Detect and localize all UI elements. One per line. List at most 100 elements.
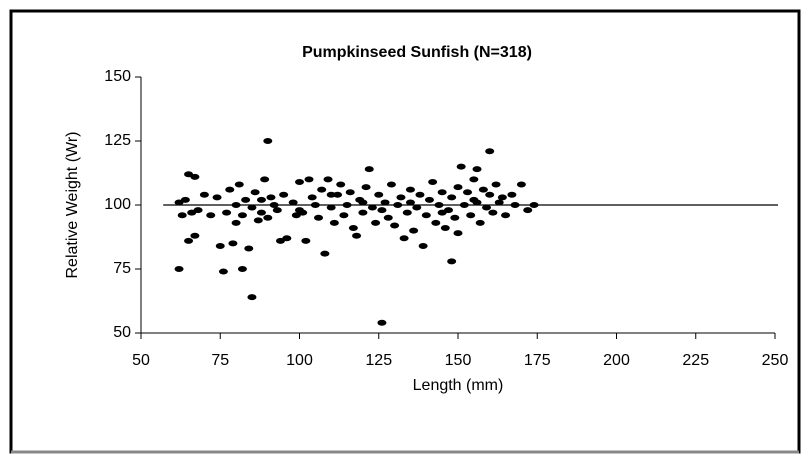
point: [231, 202, 241, 208]
point: [405, 199, 415, 206]
point: [459, 202, 469, 208]
point: [440, 225, 450, 232]
point: [386, 181, 396, 188]
point: [326, 204, 336, 211]
point: [453, 230, 463, 237]
point: [456, 163, 466, 170]
point: [304, 176, 314, 183]
point: [424, 196, 434, 203]
point: [488, 209, 498, 216]
point: [447, 258, 457, 265]
point: [279, 191, 289, 198]
point: [377, 207, 387, 214]
point: [447, 194, 457, 201]
point: [463, 189, 473, 196]
x-tick-label: 75: [211, 352, 229, 369]
point: [405, 186, 415, 193]
point: [485, 191, 495, 198]
point: [295, 178, 304, 185]
point: [482, 204, 492, 211]
point: [361, 184, 371, 191]
point: [323, 176, 333, 183]
point: [177, 212, 187, 219]
point: [371, 219, 381, 226]
point: [516, 181, 526, 188]
point: [263, 214, 273, 221]
point: [466, 212, 476, 219]
point: [437, 209, 447, 216]
point: [352, 232, 362, 239]
point: [393, 202, 403, 208]
point: [212, 194, 222, 201]
point: [472, 166, 482, 173]
point: [469, 176, 479, 183]
point: [358, 199, 368, 206]
point: [295, 207, 304, 214]
point: [247, 294, 257, 301]
point: [396, 194, 406, 201]
point: [263, 138, 273, 144]
x-tick-label: 125: [365, 352, 392, 369]
point: [326, 191, 336, 198]
point: [329, 219, 339, 226]
x-tick-label: 200: [603, 352, 630, 369]
point: [301, 237, 311, 244]
point: [314, 214, 324, 221]
point: [193, 207, 203, 214]
point: [256, 196, 266, 203]
point: [266, 194, 276, 201]
y-tick-label: 100: [104, 196, 131, 213]
chart-title: Pumpkinseed Sunfish (N=318): [302, 44, 532, 61]
point: [206, 212, 216, 219]
point: [434, 202, 444, 208]
x-tick-label: 150: [445, 352, 472, 369]
y-tick-label: 150: [104, 68, 131, 85]
x-tick-label: 225: [682, 352, 709, 369]
point: [377, 319, 387, 326]
point: [260, 176, 270, 183]
point: [431, 219, 441, 226]
point: [222, 209, 232, 216]
point: [478, 186, 488, 193]
point: [383, 214, 393, 221]
point: [228, 240, 238, 247]
point: [269, 202, 279, 208]
point: [374, 191, 384, 198]
point: [428, 178, 438, 185]
point: [418, 242, 428, 249]
point: [310, 202, 320, 208]
point: [199, 191, 209, 198]
point: [237, 212, 247, 219]
point: [174, 266, 184, 272]
point: [317, 186, 327, 193]
point: [475, 219, 485, 226]
point: [364, 166, 374, 173]
point: [453, 184, 463, 191]
point: [256, 209, 266, 216]
point: [402, 209, 412, 216]
x-tick-label: 175: [524, 352, 551, 369]
point: [421, 212, 431, 219]
point: [250, 189, 260, 196]
x-tick-label: 50: [132, 352, 150, 369]
point: [244, 245, 254, 252]
point: [339, 212, 349, 219]
point: [529, 202, 539, 208]
point: [409, 227, 419, 234]
point: [225, 186, 235, 193]
y-tick-label: 125: [104, 132, 131, 149]
point: [231, 219, 241, 226]
y-tick-label: 50: [113, 324, 131, 341]
point: [497, 194, 507, 201]
point: [348, 225, 358, 232]
y-tick-label: 75: [113, 260, 131, 277]
point: [333, 191, 343, 198]
point: [180, 196, 190, 203]
point: [437, 189, 447, 196]
point: [358, 209, 368, 216]
point: [241, 196, 251, 203]
point: [336, 181, 346, 188]
point: [367, 204, 377, 211]
point: [415, 191, 425, 198]
